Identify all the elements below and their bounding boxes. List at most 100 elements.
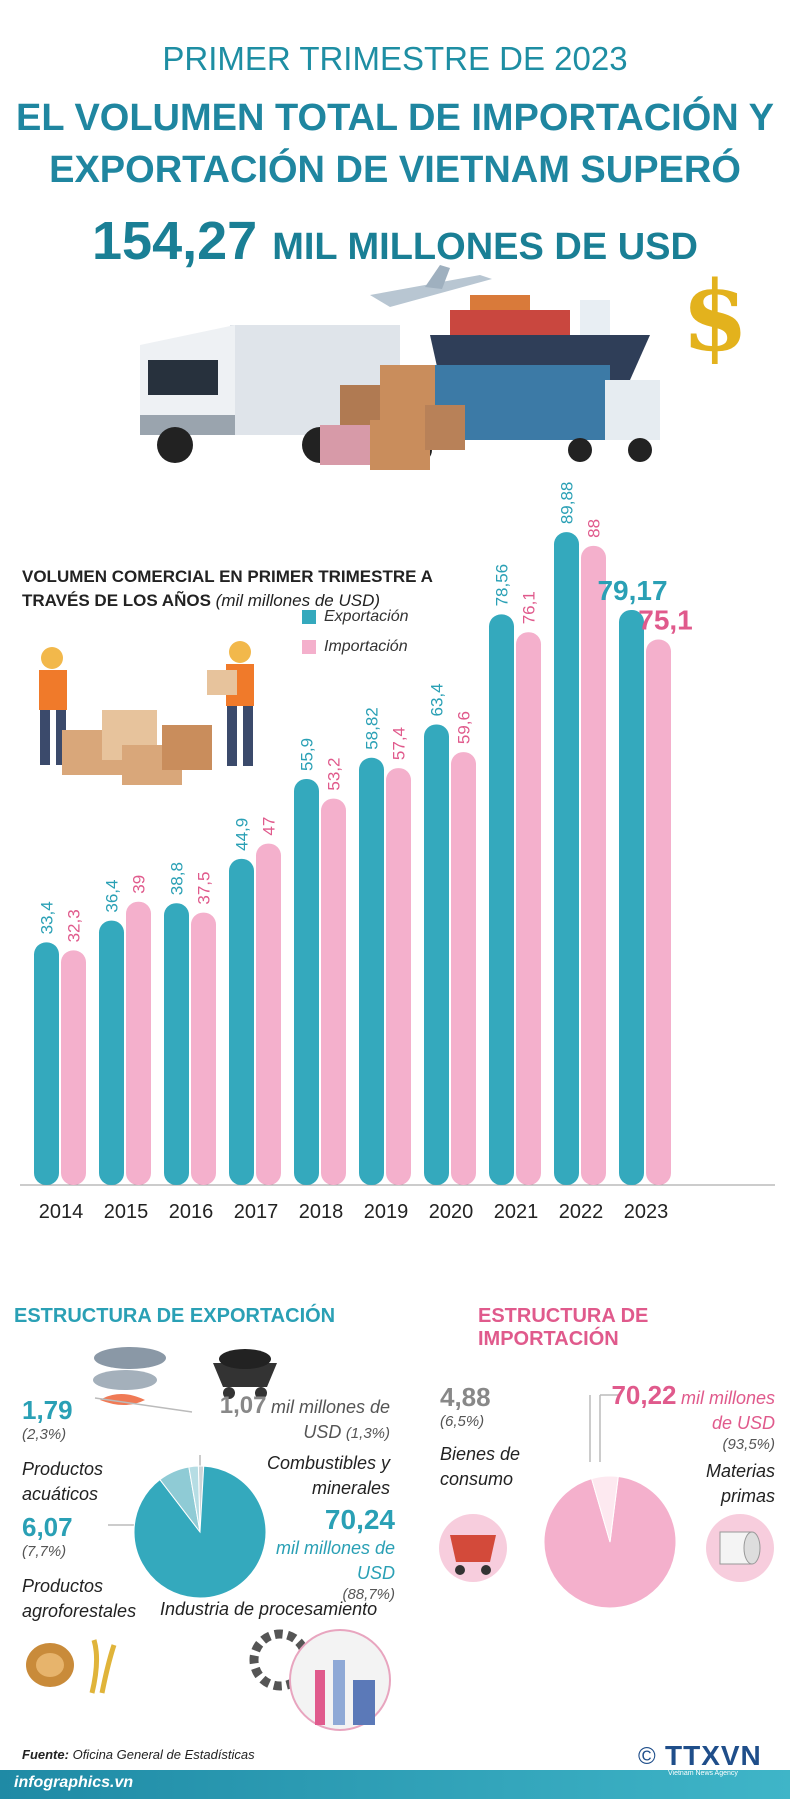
value: 1,07 <box>219 1392 267 1419</box>
dollar-icon: $ <box>682 268 749 368</box>
label: Materias primas <box>705 1461 775 1506</box>
headline: EL VOLUMEN TOTAL DE IMPORTACIÓN Y EXPORT… <box>0 92 790 196</box>
import-pie-slice-1 <box>590 1475 619 1543</box>
data-label-import-2017: 47 <box>260 817 279 836</box>
unit: mil millones de USD <box>275 1538 395 1583</box>
value: 70,22 <box>611 1380 677 1410</box>
brand-logo: TTXVN <box>665 1740 762 1771</box>
bar-export-2016 <box>164 903 189 1185</box>
total-value: 154,27 <box>92 211 258 271</box>
kicker-title: PRIMER TRIMESTRE DE 2023 <box>162 40 628 77</box>
import-slice-materias: 70,22 mil millones de USD (93,5%) Materi… <box>595 1380 775 1509</box>
legend-label-import: Importación <box>324 638 408 655</box>
worker-icon <box>207 641 254 766</box>
data-label-export-2023: 79,17 <box>597 575 667 606</box>
data-label-export-2016: 38,8 <box>168 862 187 895</box>
label: Productos acuáticos <box>22 1459 104 1504</box>
bar-export-2015 <box>99 920 124 1185</box>
export-pie-slice-3 <box>188 1465 201 1533</box>
mine-cart-icon <box>213 1349 277 1399</box>
data-label-import-2020: 59,6 <box>455 711 474 744</box>
percent: (93,5%) <box>722 1436 775 1453</box>
data-label-export-2017: 44,9 <box>233 818 252 851</box>
fish-seafood-icon <box>93 1347 166 1405</box>
x-tick-2018: 2018 <box>299 1201 344 1223</box>
bar-chart: 33,4 32,3 2014 36,4 39 2015 38,8 37,5 2016 44,9 47… <box>20 482 775 1223</box>
import-pie-slice-0 <box>543 1475 677 1609</box>
industry-gear-icon <box>249 1629 391 1731</box>
source-label: Fuente: <box>22 1747 69 1762</box>
legend-label-export: Exportación <box>324 608 409 625</box>
value: 1,79 <box>22 1395 73 1425</box>
bar-export-2014 <box>34 942 59 1185</box>
data-label-export-2019: 58,82 <box>363 707 382 750</box>
data-label-import-2019: 57,4 <box>390 727 409 760</box>
percent: (2,3%) <box>22 1426 67 1443</box>
data-label-import-2016: 37,5 <box>195 872 214 905</box>
wood-rice-icon <box>26 1639 117 1694</box>
chart-title-text: VOLUMEN COMERCIAL EN PRIMER TRIMESTRE A … <box>22 567 433 610</box>
leader-line <box>94 1397 193 1413</box>
site-link[interactable]: infographics.vn <box>14 1774 134 1791</box>
bar-import-2019 <box>386 768 411 1185</box>
fabric-roll-icon <box>706 1514 774 1582</box>
label: Combustibles y minerales <box>266 1453 390 1498</box>
chart-title: VOLUMEN COMERCIAL EN PRIMER TRIMESTRE A … <box>22 565 442 613</box>
unit: mil millones de USD <box>680 1388 775 1433</box>
x-tick-2021: 2021 <box>494 1201 539 1223</box>
headline-line-1: EL VOLUMEN TOTAL DE IMPORTACIÓN Y <box>16 97 774 139</box>
data-label-import-2018: 53,2 <box>325 758 344 791</box>
data-label-import-2023: 75,1 <box>638 605 693 636</box>
value: 70,24 <box>324 1504 395 1535</box>
bar-export-2017 <box>229 858 254 1185</box>
import-pie-chart <box>543 1394 677 1609</box>
export-slice-procesamiento: 70,24 mil millones de USD (88,7%) <box>265 1504 395 1603</box>
data-label-import-2022: 88 <box>585 519 604 538</box>
brand-subtitle: Vietnam News Agency <box>668 1770 738 1777</box>
value: 6,07 <box>22 1512 73 1542</box>
x-tick-2015: 2015 <box>104 1201 149 1223</box>
data-label-import-2015: 39 <box>130 875 149 894</box>
svg-text:$: $ <box>682 268 749 368</box>
airplane-icon <box>370 265 492 307</box>
bar-export-2023 <box>619 609 644 1185</box>
x-tick-2014: 2014 <box>39 1201 84 1223</box>
copyright-icon: © <box>638 1743 656 1770</box>
source-text: Oficina General de Estadísticas <box>72 1747 255 1762</box>
headline-line-2: EXPORTACIÓN DE VIETNAM SUPERÓ <box>49 149 741 191</box>
total-unit: MIL MILLONES DE USD <box>272 226 698 268</box>
worker-icon <box>39 647 67 765</box>
bar-import-2017 <box>256 843 281 1185</box>
label: Bienes de consumo <box>440 1444 521 1489</box>
bar-export-2019 <box>359 757 384 1185</box>
legend-swatch-import <box>302 639 316 654</box>
export-slice-combustibles: 1,07 mil millones de USD (1,3%) Combusti… <box>200 1392 390 1501</box>
import-structure-title: ESTRUCTURA DE IMPORTACIÓN <box>478 1305 649 1350</box>
x-tick-2022: 2022 <box>559 1201 604 1223</box>
percent: (1,3%) <box>345 1425 390 1442</box>
boxes-icon <box>62 710 212 785</box>
legend-export: Exportación <box>302 608 409 626</box>
x-tick-2020: 2020 <box>429 1201 474 1223</box>
value: 4,88 <box>440 1382 491 1412</box>
percent: (88,7%) <box>342 1586 395 1603</box>
x-tick-2023: 2023 <box>624 1201 669 1223</box>
export-slice-acuaticos: 1,79 (2,3%) Productos acuáticos <box>22 1395 132 1507</box>
bar-import-2023 <box>646 639 671 1185</box>
data-label-export-2014: 33,4 <box>38 901 57 934</box>
export-structure-title: ESTRUCTURA DE EXPORTACIÓN <box>14 1305 336 1327</box>
export-slice-agroforestales: 6,07 (7,7%) Productos agroforestales <box>22 1512 182 1624</box>
total-value-line: 154,27 MIL MILLONES DE USD <box>0 210 790 272</box>
label: Productos agroforestales <box>22 1576 137 1621</box>
bar-import-2021 <box>516 632 541 1185</box>
import-slice-consumo: 4,88 (6,5%) Bienes de consumo <box>440 1382 540 1492</box>
trade-illustration <box>140 265 660 470</box>
percent: (7,7%) <box>22 1543 67 1560</box>
bar-export-2021 <box>489 614 514 1185</box>
x-tick-2016: 2016 <box>169 1201 214 1223</box>
bar-import-2016 <box>191 912 216 1185</box>
bar-import-2020 <box>451 752 476 1185</box>
data-label-export-2021: 78,56 <box>493 564 512 607</box>
chart-unit: (mil millones de USD) <box>215 591 381 610</box>
x-tick-2017: 2017 <box>234 1201 279 1223</box>
